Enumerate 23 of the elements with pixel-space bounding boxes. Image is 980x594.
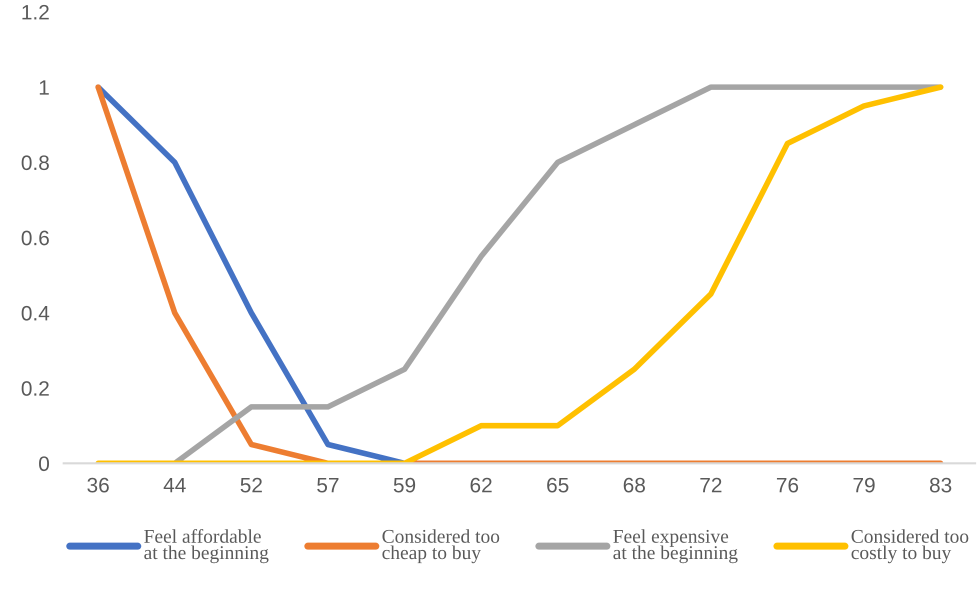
legend-label: Considered too costly to buy bbox=[852, 529, 968, 564]
y-tick-label: 1 bbox=[40, 80, 49, 95]
x-tick-label: 79 bbox=[854, 478, 875, 493]
y-tick-label: 1.2 bbox=[22, 4, 49, 20]
y-tick-label: 0.6 bbox=[22, 230, 49, 246]
x-tick-label: 59 bbox=[394, 478, 416, 493]
x-tick-label: 62 bbox=[470, 478, 492, 493]
x-tick-label: 44 bbox=[164, 478, 186, 492]
x-tick-label: 68 bbox=[624, 478, 645, 493]
x-tick-label: 76 bbox=[776, 478, 798, 493]
legend-label: Considered too cheap to buy bbox=[382, 529, 500, 564]
y-tick-label: 0 bbox=[39, 456, 49, 472]
y-tick-label: 0.8 bbox=[22, 155, 49, 170]
x-tick-label: 52 bbox=[240, 478, 262, 493]
y-tick-label: 0.2 bbox=[22, 381, 49, 396]
x-tick-label: 72 bbox=[700, 478, 722, 492]
x-tick-label: 83 bbox=[930, 478, 952, 493]
y-tick-label: 0.4 bbox=[22, 306, 50, 321]
x-tick-label: 57 bbox=[317, 478, 338, 493]
x-tick-label: 65 bbox=[547, 478, 568, 493]
x-tick-label: 36 bbox=[87, 478, 109, 493]
legend-label: Feel affordable at the beginning bbox=[144, 529, 269, 564]
legend-label: Feel expensive at the beginning bbox=[613, 529, 738, 564]
